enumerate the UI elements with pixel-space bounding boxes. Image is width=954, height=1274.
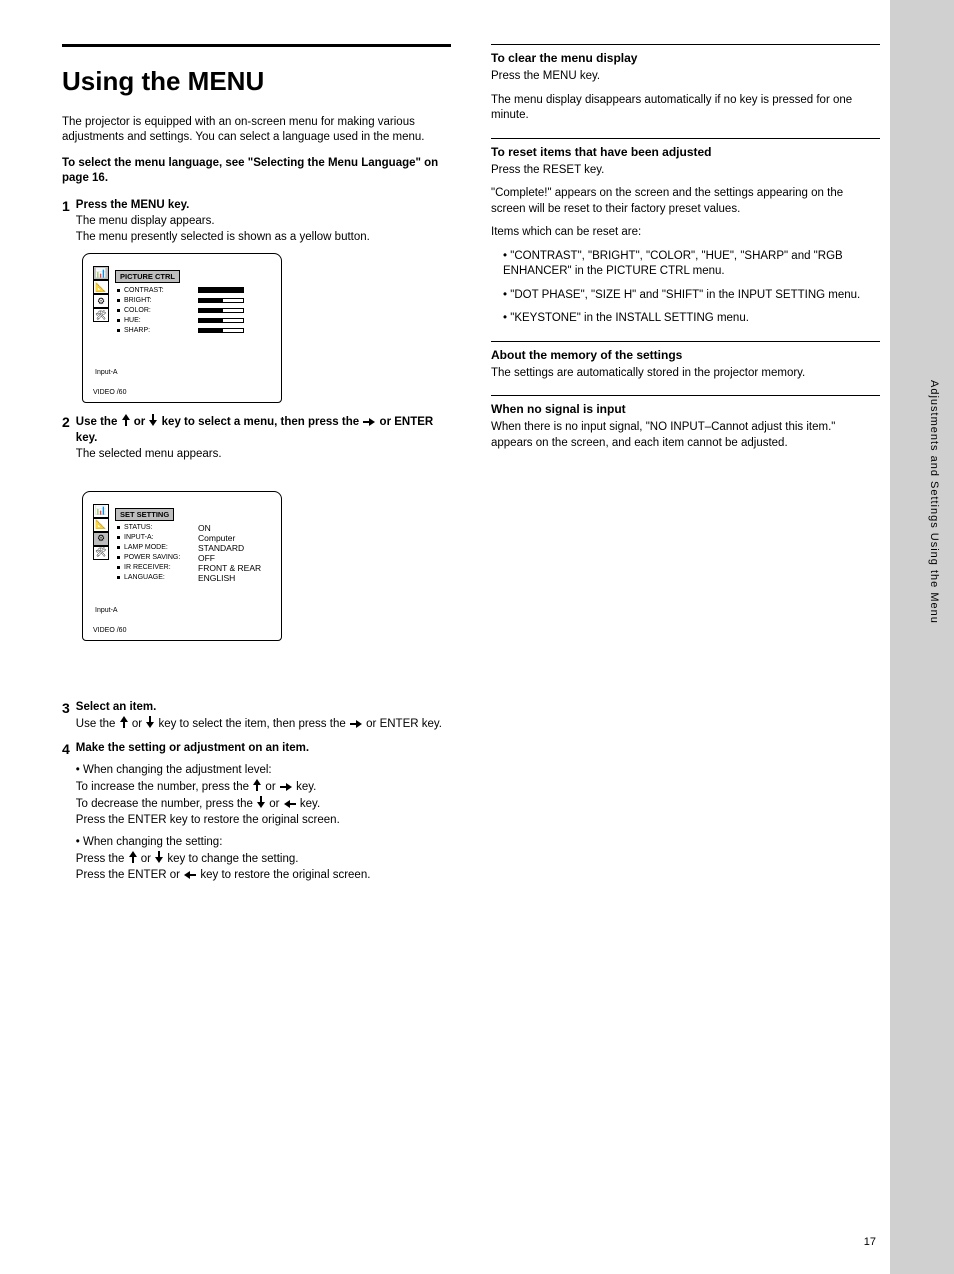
arrow-right-icon — [362, 417, 376, 427]
step3-c: key to select the item, then press the — [158, 718, 349, 730]
menu1-item: COLOR: — [115, 305, 273, 315]
reset-item-1: • "CONTRAST", "BRIGHT", "COLOR", "HUE", … — [503, 249, 880, 280]
clear-block: To clear the menu display Press the MENU… — [491, 44, 880, 124]
section-side-label: Adjustments and Settings Using the Menu — [928, 380, 940, 624]
right-sidebar — [890, 0, 954, 1274]
arrow-down-icon — [145, 715, 155, 729]
menu2-lang: VIDEO /60 — [93, 627, 126, 634]
step3-b: Use the — [76, 718, 119, 730]
menu1-item: SHARP: — [115, 325, 273, 335]
arrow-down-icon — [154, 850, 164, 864]
memory-block: About the memory of the settings The set… — [491, 341, 880, 382]
menu2-item: INPUT-A:Computer — [115, 533, 273, 543]
left-column: Using the MENU The projector is equipped… — [62, 44, 451, 891]
right-column: To clear the menu display Press the MENU… — [491, 44, 880, 891]
reset-item-3: • "KEYSTONE" in the INSTALL SETTING menu… — [503, 311, 880, 327]
term-nosignal: When no signal is input — [491, 402, 880, 416]
def-clear2: The menu display disappears automaticall… — [491, 93, 880, 124]
step-number: 3 — [62, 699, 70, 732]
menu-screen-1: 📊 📐 ⚙ 🛠 PICTURE CTRL CONTRAST: BRIGHT: C… — [82, 253, 282, 403]
menu2-title: SET SETTING — [115, 508, 174, 521]
step3-c2: or ENTER key. — [366, 718, 442, 730]
step1-line3: The menu presently selected is shown as … — [76, 231, 370, 243]
menu-icon-install: 🛠 — [93, 308, 109, 322]
arrow-right-icon — [349, 719, 363, 729]
menu2-item: STATUS:ON — [115, 523, 273, 533]
intro-text: The projector is equipped with an on-scr… — [62, 115, 451, 146]
step2-or: or — [134, 416, 149, 428]
menu2-item: LANGUAGE:ENGLISH — [115, 573, 273, 583]
sublead-text: To select the menu language, see "Select… — [62, 156, 451, 187]
arrow-down-icon — [256, 795, 266, 809]
step-4: 4 Make the setting or adjustment on an i… — [62, 740, 451, 884]
page-number: 17 — [864, 1236, 876, 1248]
step-number: 1 — [62, 197, 70, 245]
arrow-up-icon — [119, 715, 129, 729]
menu-screen-2: 📊 📐 ⚙ 🛠 SET SETTING STATUS:ON INPUT-A:Co… — [82, 491, 282, 641]
def-reset2: "Complete!" appears on the screen and th… — [491, 186, 880, 217]
step-1: 1 Press the MENU key. The menu display a… — [62, 197, 451, 245]
arrow-up-icon — [128, 850, 138, 864]
term-memory: About the memory of the settings — [491, 348, 880, 362]
menu-icon-set: ⚙ — [93, 532, 109, 546]
step2-a: Use the — [76, 416, 121, 428]
arrow-down-icon — [148, 413, 158, 427]
def-reset1: Press the RESET key. — [491, 163, 880, 179]
menu2-input: Input-A — [95, 607, 118, 614]
step-number: 2 — [62, 413, 70, 462]
arrow-left-icon — [183, 870, 197, 880]
step3-or: or — [132, 718, 145, 730]
menu-icon-input: 📐 — [93, 280, 109, 294]
reset-items-lead: Items which can be reset are: — [491, 225, 880, 241]
heading-rule — [62, 44, 451, 47]
menu-illustration-2-wrap: Menus Setting items 📊 📐 ⚙ 🛠 SET SETTING … — [62, 491, 451, 691]
step1-line1: Press the MENU key. — [76, 199, 190, 211]
menu2-item: IR RECEIVER:FRONT & REAR — [115, 563, 273, 573]
arrow-up-icon — [252, 778, 262, 792]
step1-line2: The menu display appears. — [76, 215, 215, 227]
menu1-items: CONTRAST: BRIGHT: COLOR: HUE: SHARP: — [115, 285, 273, 335]
menu2-item: POWER SAVING:OFF — [115, 553, 273, 563]
menu1-input: Input-A — [95, 369, 118, 376]
step2-c: The selected menu appears. — [76, 448, 222, 460]
reset-block: To reset items that have been adjusted P… — [491, 138, 880, 327]
arrow-left-icon — [283, 799, 297, 809]
menu-icon-input: 📐 — [93, 518, 109, 532]
def-memory: The settings are automatically stored in… — [491, 366, 880, 382]
menu1-footer: VIDEO /60 — [93, 389, 126, 396]
arrow-right-icon — [279, 782, 293, 792]
menu-icon-picture: 📊 — [93, 504, 109, 518]
nosignal-block: When no signal is input When there is no… — [491, 395, 880, 451]
menu-illustration-1: 📊 📐 ⚙ 🛠 PICTURE CTRL CONTRAST: BRIGHT: C… — [62, 253, 451, 403]
def-clear1: Press the MENU key. — [491, 69, 880, 85]
arrow-up-icon — [121, 413, 131, 427]
def-nosignal: When there is no input signal, "NO INPUT… — [491, 420, 880, 451]
step2-b: key to select a menu, then press the — [162, 416, 363, 428]
menu1-item: HUE: — [115, 315, 273, 325]
menu1-item: CONTRAST: — [115, 285, 273, 295]
page-title: Using the MENU — [62, 67, 451, 97]
term-clear: To clear the menu display — [491, 51, 880, 65]
menu2-item: LAMP MODE:STANDARD — [115, 543, 273, 553]
menu1-title: PICTURE CTRL — [115, 270, 180, 283]
page-content: Using the MENU The projector is equipped… — [0, 0, 890, 1274]
menu1-item: BRIGHT: — [115, 295, 273, 305]
step4-a: Make the setting or adjustment on an ite… — [76, 742, 309, 754]
menu2-items: STATUS:ON INPUT-A:Computer LAMP MODE:STA… — [115, 523, 273, 583]
reset-item-2: • "DOT PHASE", "SIZE H" and "SHIFT" in t… — [503, 288, 880, 304]
menu-icon-picture: 📊 — [93, 266, 109, 280]
term-reset: To reset items that have been adjusted — [491, 145, 880, 159]
step-3: 3 Select an item. Use the or key to sele… — [62, 699, 451, 732]
step-number: 4 — [62, 740, 70, 884]
step3-a: Select an item. — [76, 701, 157, 713]
menu-icon-install: 🛠 — [93, 546, 109, 560]
step-2: 2 Use the or key to select a menu, then … — [62, 413, 451, 462]
menu-icon-set: ⚙ — [93, 294, 109, 308]
